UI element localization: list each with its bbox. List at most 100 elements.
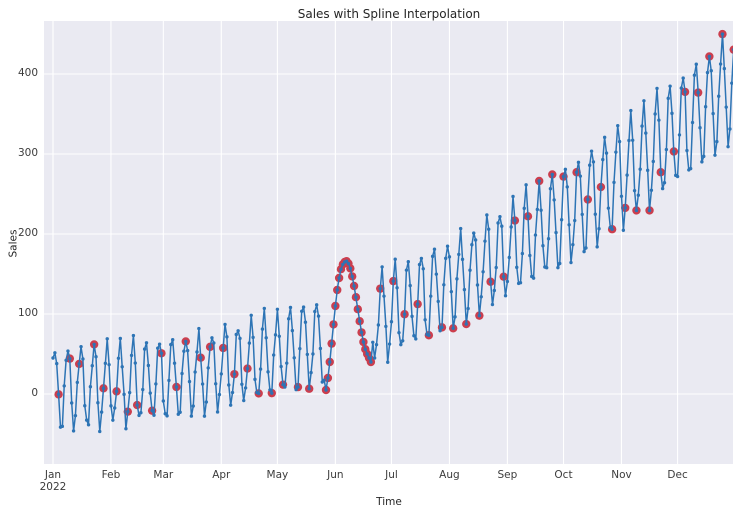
data-point-marker [184, 339, 188, 344]
data-point-marker [632, 188, 637, 193]
data-point-marker [124, 426, 128, 431]
y-tick-label: 400 [17, 67, 38, 79]
data-point-marker [573, 218, 577, 223]
data-point-marker [462, 287, 467, 292]
data-point-marker [574, 170, 579, 174]
data-point-marker [531, 276, 536, 280]
data-point-marker [200, 382, 205, 386]
data-point-marker [567, 223, 571, 227]
data-point-marker [625, 173, 629, 177]
data-point-marker [458, 226, 463, 231]
data-point-marker [86, 423, 91, 427]
interpolated-point [729, 45, 733, 54]
data-point-marker [537, 179, 541, 183]
data-point-marker [71, 429, 76, 433]
data-point-marker [726, 144, 730, 149]
data-point-marker [217, 392, 222, 397]
data-point-marker [647, 208, 652, 213]
data-point-marker [651, 159, 655, 164]
data-point-marker [242, 398, 246, 403]
x-tick-label: Aug [439, 469, 460, 481]
data-point-marker [148, 391, 152, 395]
x-tick-label: Jul [385, 469, 398, 481]
data-point-marker [477, 313, 482, 318]
data-point-marker [161, 399, 166, 403]
data-point-marker [634, 208, 639, 213]
data-point-marker [660, 186, 665, 191]
data-point-marker [81, 357, 85, 361]
data-point-marker [103, 361, 108, 366]
data-point-marker [329, 341, 334, 346]
data-point-marker [586, 197, 590, 202]
data-point-marker [694, 62, 698, 66]
data-point-marker [554, 230, 558, 235]
data-point-marker [705, 70, 710, 75]
data-point-marker [591, 160, 596, 164]
data-point-marker [374, 342, 379, 347]
data-point-marker [328, 360, 332, 364]
data-point-marker [270, 391, 274, 395]
data-point-marker [94, 355, 98, 359]
data-point-marker [311, 352, 315, 356]
data-point-marker [533, 233, 538, 237]
data-point-marker [544, 266, 549, 270]
data-point-marker [99, 410, 104, 414]
data-point-marker [664, 147, 669, 152]
data-point-marker [271, 353, 276, 357]
data-point-marker [601, 157, 605, 162]
data-point-marker [582, 249, 586, 254]
data-point-marker [215, 410, 220, 414]
data-point-marker [432, 247, 437, 251]
data-point-marker [451, 326, 455, 330]
data-point-marker [384, 324, 388, 329]
data-point-marker [402, 312, 407, 316]
data-point-marker [730, 81, 733, 85]
data-point-marker [193, 370, 197, 374]
data-point-marker [210, 336, 214, 340]
data-point-marker [397, 330, 401, 335]
data-point-marker [703, 105, 708, 109]
data-point-marker [356, 307, 360, 311]
data-point-marker [84, 418, 89, 422]
data-point-marker [314, 303, 319, 307]
data-point-marker [232, 372, 237, 376]
data-point-marker [606, 206, 611, 210]
data-point-marker [135, 403, 139, 407]
data-point-marker [169, 342, 173, 347]
data-point-marker [300, 309, 304, 313]
data-point-marker [122, 392, 126, 397]
data-point-marker [212, 341, 216, 345]
data-point-marker [367, 356, 371, 360]
data-point-marker [571, 242, 575, 247]
data-point-marker [559, 218, 564, 222]
data-point-marker [275, 307, 280, 311]
data-point-marker [430, 254, 435, 259]
data-point-marker [561, 174, 566, 179]
chart-title: Sales with Spline Interpolation [297, 7, 481, 21]
data-point-marker [206, 366, 210, 370]
data-point-marker [83, 404, 87, 408]
data-point-marker [234, 332, 238, 337]
data-point-marker [180, 371, 184, 376]
data-point-marker [60, 424, 65, 429]
data-point-marker [711, 111, 715, 116]
data-point-marker [672, 149, 676, 154]
x-tick-label: May [266, 469, 289, 481]
data-point-marker [496, 221, 500, 225]
data-point-marker [53, 351, 57, 355]
data-point-marker [393, 257, 397, 261]
data-point-marker [146, 363, 151, 368]
data-point-marker [301, 305, 306, 309]
data-point-marker [249, 313, 253, 318]
data-point-marker [395, 286, 399, 290]
data-point-marker [137, 413, 141, 418]
x-tick-year-label: 2022 [39, 481, 67, 493]
data-point-marker [645, 168, 650, 173]
data-point-marker [518, 281, 523, 285]
data-point-marker [675, 174, 680, 179]
data-point-marker [313, 309, 317, 314]
data-point-marker [614, 150, 618, 154]
data-point-marker [700, 160, 704, 164]
data-point-marker [453, 315, 457, 319]
data-point-marker [62, 384, 66, 388]
